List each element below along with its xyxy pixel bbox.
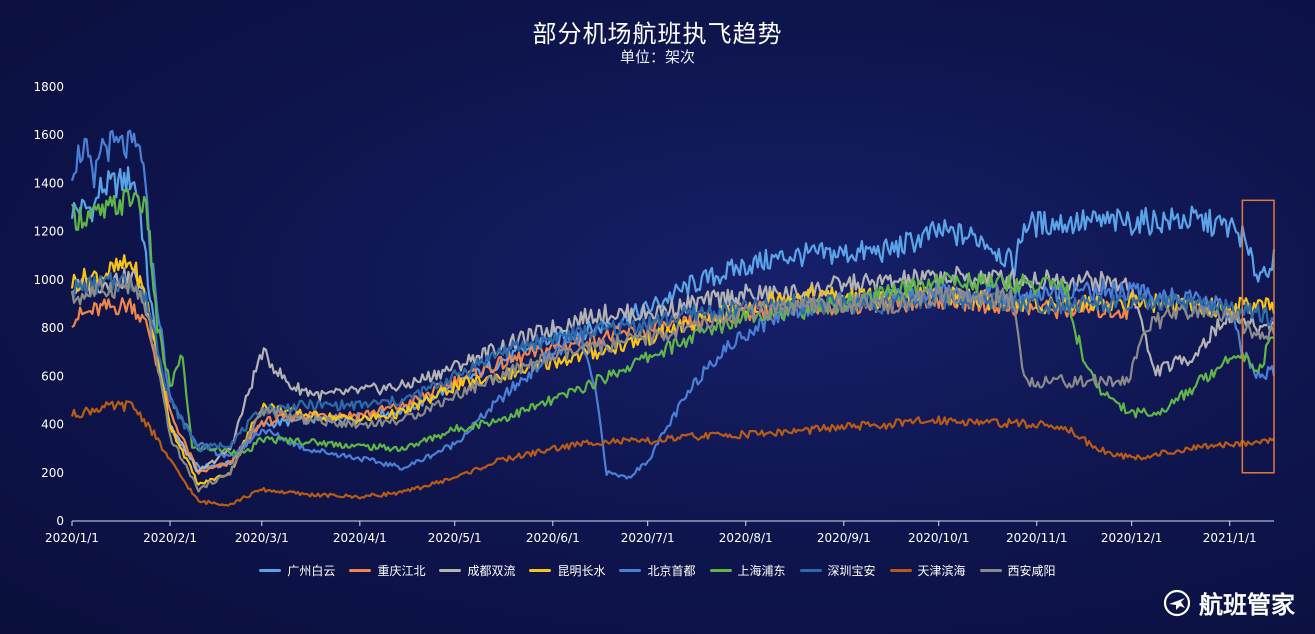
legend-swatch (709, 569, 732, 572)
legend-label: 上海浦东 (737, 564, 786, 578)
series-line-8 (70, 274, 1276, 493)
highlight-layer (1241, 199, 1275, 474)
x-tick-label: 2020/1/1 (45, 531, 99, 545)
legend-swatch (439, 569, 462, 572)
x-tick-label: 2020/11/1 (1006, 531, 1068, 545)
plane-logo-icon (1163, 589, 1191, 616)
legend-swatch (979, 569, 1002, 572)
x-tick-label: 2020/4/1 (333, 531, 387, 545)
legend-label: 西安咸阳 (1007, 564, 1056, 578)
y-tick-label: 200 (41, 466, 64, 480)
y-tick-label: 1600 (33, 128, 64, 142)
legend-item: 上海浦东 (709, 562, 786, 579)
x-tick-label: 2021/1/1 (1203, 531, 1257, 545)
x-tick-label: 2020/10/1 (908, 531, 970, 545)
legend-label: 广州白云 (287, 564, 336, 578)
y-tick-label: 800 (41, 321, 64, 335)
x-tick-label: 2020/3/1 (235, 531, 289, 545)
series-line-5 (71, 188, 1275, 457)
legend-label: 昆明长水 (557, 564, 606, 578)
brand-name: 航班管家 (1199, 591, 1295, 619)
series-line-4 (70, 129, 1276, 480)
legend-item: 北京首都 (619, 562, 696, 579)
chart-axes: 0 200 400 600 800 1000 1200 1400 1600 1800 2020/1/… (33, 80, 1274, 545)
series-line-3 (70, 254, 1276, 486)
x-tick-label: 2020/6/1 (526, 531, 580, 545)
chart-title: 部分机场航班执飞趋势 (532, 20, 783, 48)
y-tick-label: 400 (41, 418, 64, 432)
legend-swatch (619, 569, 642, 572)
series-line-7 (70, 400, 1275, 507)
y-tick-label: 0 (56, 514, 64, 528)
legend-swatch (529, 569, 552, 572)
series-line-2 (71, 265, 1275, 473)
x-tick-label: 2020/9/1 (817, 531, 871, 545)
legend-item: 天津滨海 (889, 562, 966, 579)
legend-item: 昆明长水 (529, 562, 605, 579)
legend-item: 重庆江北 (349, 562, 425, 579)
legend-swatch (349, 569, 372, 572)
legend-item: 西安咸阳 (979, 562, 1056, 579)
y-tick-label: 1000 (33, 273, 64, 287)
y-tick-label: 1400 (33, 176, 64, 190)
x-tick-label: 2020/12/1 (1101, 531, 1163, 545)
x-tick-label: 2020/5/1 (428, 531, 482, 545)
series-layer (70, 129, 1276, 507)
chart-subtitle: 单位：架次 (619, 48, 695, 66)
legend-swatch (889, 569, 912, 572)
x-tick-label: 2020/8/1 (719, 531, 773, 545)
legend-label: 重庆江北 (377, 564, 426, 578)
brand-logo: 航班管家 (1163, 585, 1295, 620)
legend-item: 成都双流 (439, 562, 515, 579)
x-tick-label: 2020/7/1 (621, 531, 675, 545)
y-tick-label: 1200 (33, 225, 64, 239)
highlight-box (1241, 199, 1275, 474)
legend-swatch (259, 569, 282, 572)
legend-label: 深圳宝安 (827, 564, 876, 578)
x-tick-label: 2020/2/1 (143, 531, 197, 545)
legend-item: 广州白云 (259, 562, 335, 579)
legend-label: 北京首都 (647, 564, 696, 578)
legend-label: 天津滨海 (917, 564, 966, 578)
y-tick-label: 600 (41, 369, 64, 383)
chart-legend: 广州白云 重庆江北 成都双流 昆明长水 北京首都 上海浦东 深圳宝安 天津滨海 西安咸阳 (0, 562, 1315, 579)
legend-label: 成都双流 (467, 564, 516, 578)
legend-swatch (799, 569, 822, 572)
series-line-6 (72, 271, 1275, 453)
legend-item: 深圳宝安 (799, 562, 876, 579)
y-tick-label: 1800 (33, 80, 64, 94)
